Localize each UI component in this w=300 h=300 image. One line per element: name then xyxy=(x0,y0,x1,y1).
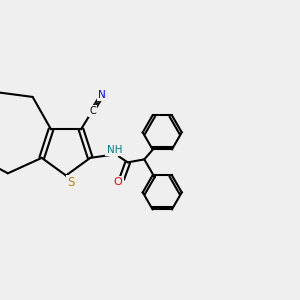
Text: S: S xyxy=(67,176,74,190)
Text: C: C xyxy=(89,106,96,116)
Text: N: N xyxy=(98,90,106,100)
Text: O: O xyxy=(114,178,122,188)
Text: NH: NH xyxy=(106,146,122,155)
